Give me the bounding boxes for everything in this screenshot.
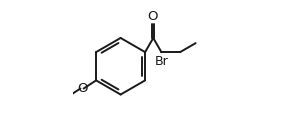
Text: O: O — [148, 10, 158, 23]
Text: Br: Br — [155, 55, 168, 68]
Text: O: O — [77, 82, 87, 95]
